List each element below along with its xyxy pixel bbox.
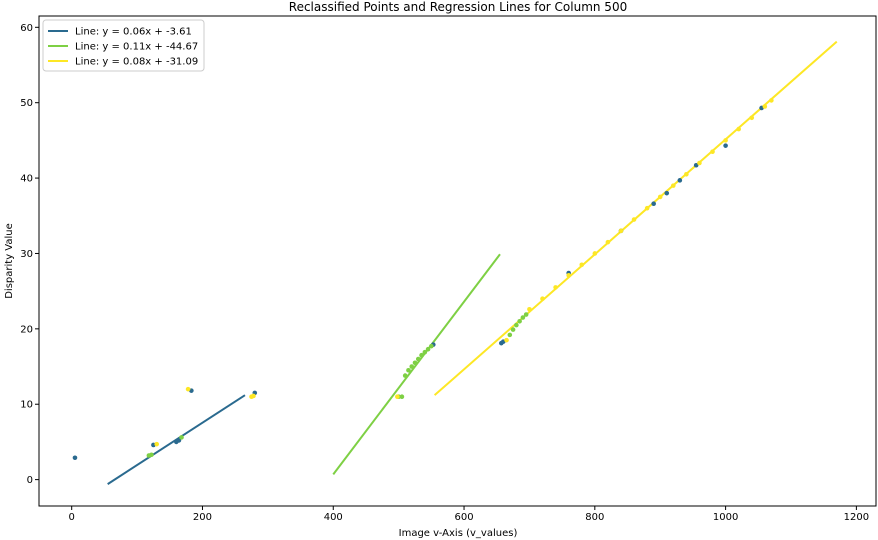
data-point [523,312,529,317]
y-axis: 0 10 20 30 40 50 60 [20,23,39,486]
legend-entry: Line: y = 0.08x + -31.09 [75,57,198,68]
data-point [504,337,509,343]
chart-title: Reclassified Points and Regression Lines… [289,0,627,14]
data-point [412,360,418,366]
legend-box [42,19,205,72]
y-tick-label: 0 [27,475,33,486]
legend-entry: Line: y = 0.06x + -3.61 [75,27,192,38]
data-point [618,228,624,234]
data-point [406,368,411,373]
data-point [425,346,431,352]
data-point [72,455,78,461]
x-axis-label: Image v-Axis (v_values) [399,528,518,539]
data-point [710,149,715,154]
x-axis: 0 200 400 600 800 1000 1200 [69,506,869,523]
data-point [723,143,728,148]
data-point [154,441,160,447]
data-point [651,201,656,207]
data-point [422,349,428,355]
data-point [402,373,408,378]
data-point [592,251,598,256]
data-point [579,262,585,268]
data-point [149,452,154,458]
data-point [419,352,424,358]
data-point [657,194,663,200]
data-point [409,364,415,369]
data-point [553,285,558,290]
y-tick-label: 20 [20,324,33,335]
data-point [693,162,699,168]
data-point [185,386,191,392]
data-point [179,435,184,440]
x-tick-label: 0 [69,512,75,523]
legend-entry: Line: y = 0.11x + -44.67 [75,42,198,53]
data-point [631,217,637,222]
y-tick-label: 40 [20,174,33,185]
data-point [517,319,522,324]
y-tick-label: 30 [20,249,33,260]
x-tick-label: 600 [454,512,473,523]
data-point [644,205,650,211]
data-point [527,306,532,312]
data-point [670,183,676,188]
data-point [395,394,400,399]
x-tick-label: 400 [324,512,343,523]
x-tick-label: 1000 [713,512,738,523]
data-point [429,343,434,349]
data-point [723,138,728,143]
data-point [762,104,768,109]
data-point [399,394,405,399]
data-point [507,332,513,338]
data-point [677,178,683,183]
data-point [749,115,755,121]
x-tick-label: 1200 [844,512,869,523]
y-axis-label: Disparity Value [4,223,15,299]
plot-area [72,40,838,485]
x-tick-label: 800 [585,512,604,523]
data-point [415,356,421,362]
plot-frame [38,15,877,507]
data-point [664,190,670,196]
data-point [514,322,519,328]
y-tick-label: 60 [20,23,33,34]
data-point [697,160,702,166]
legend: Line: y = 0.06x + -3.61 Line: y = 0.11x +… [42,19,205,72]
data-point [769,98,774,103]
data-point [605,239,611,245]
data-point [251,393,256,399]
data-point [684,172,689,177]
y-tick-label: 50 [20,98,33,109]
data-point [510,327,516,332]
data-point [176,438,182,443]
data-point [540,296,545,301]
x-tick-label: 200 [193,512,212,523]
data-point [736,126,741,132]
y-tick-label: 10 [20,400,33,411]
data-point [520,315,526,320]
data-point [566,273,571,278]
